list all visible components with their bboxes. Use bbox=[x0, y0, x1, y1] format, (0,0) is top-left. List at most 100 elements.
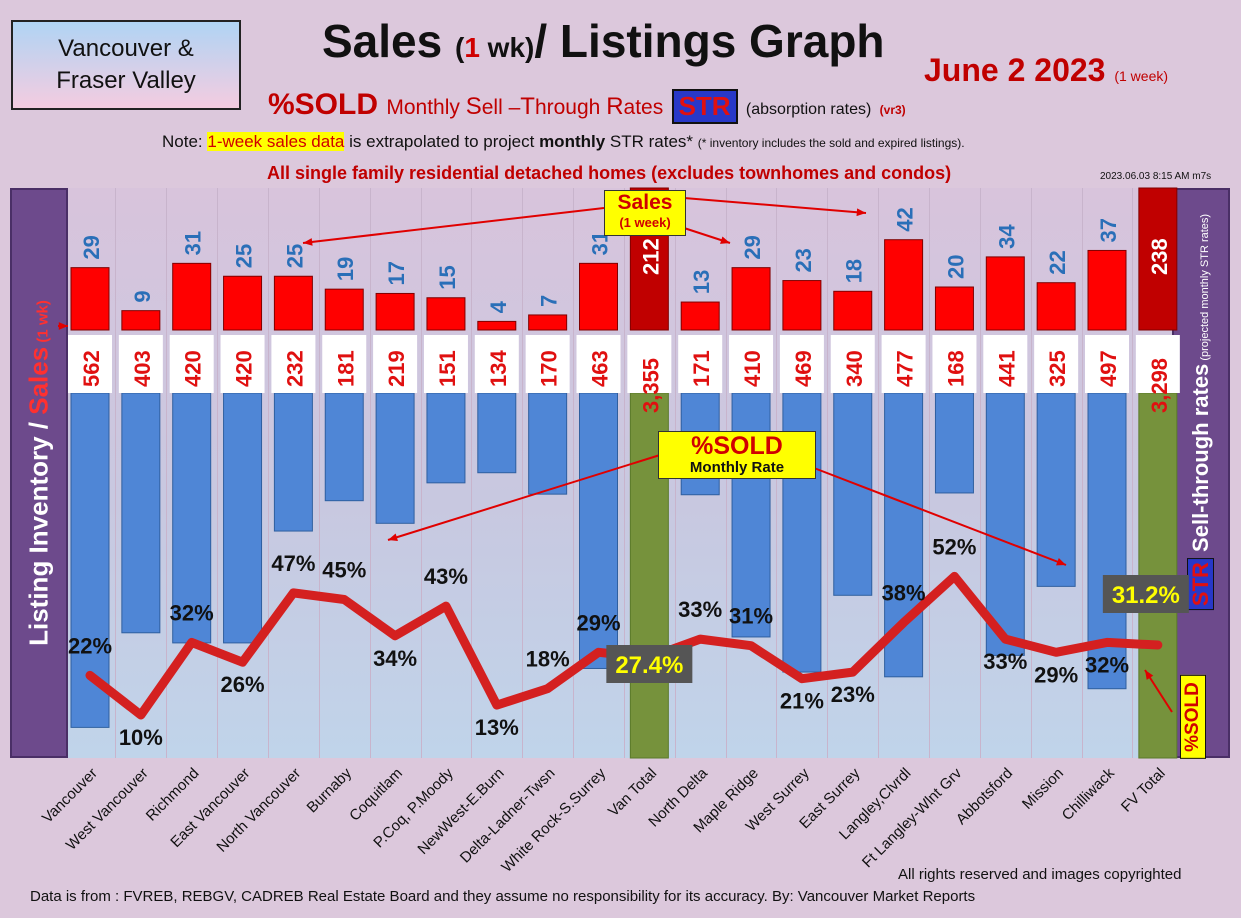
inventory-bar bbox=[579, 392, 618, 669]
inventory-bar bbox=[426, 392, 466, 484]
str-label: 34% bbox=[373, 646, 417, 671]
listing-label: 420 bbox=[181, 350, 206, 387]
sales-bar bbox=[884, 239, 924, 331]
grid-line bbox=[217, 188, 219, 758]
sales-label: 31 bbox=[181, 231, 206, 255]
sales-label: 15 bbox=[435, 265, 460, 289]
inventory-bar bbox=[1036, 392, 1076, 587]
sales-label: 23 bbox=[791, 248, 816, 272]
arrow-head bbox=[1145, 670, 1154, 680]
str-label: 38% bbox=[882, 581, 926, 606]
sales-label: 238 bbox=[1147, 238, 1172, 275]
timestamp: 2023.06.03 8:15 AM m7s bbox=[1100, 171, 1212, 182]
listing-label-bg bbox=[830, 335, 875, 393]
inventory-bar bbox=[884, 392, 924, 678]
inventory-bar bbox=[731, 392, 771, 638]
note-highlight: 1-week sales data bbox=[207, 132, 345, 151]
listing-label-bg bbox=[68, 335, 112, 393]
str-label: 33% bbox=[678, 597, 722, 622]
scope-note: All single family residential detached h… bbox=[267, 163, 952, 183]
title-duration: (1 wk) bbox=[455, 32, 534, 63]
listing-label: 340 bbox=[842, 350, 867, 387]
listing-label: 497 bbox=[1096, 350, 1121, 387]
grid-line bbox=[115, 188, 117, 758]
callout-arrow bbox=[683, 197, 867, 214]
sold-callout-sub: Monthly Rate bbox=[689, 459, 785, 476]
title-listings: / Listings Graph bbox=[534, 15, 885, 67]
x-tick-label: Mission bbox=[1019, 765, 1067, 813]
sales-bar bbox=[1087, 249, 1127, 331]
x-tick-label: Ft Langley-Wlnt Grv bbox=[859, 764, 966, 871]
grid-line bbox=[471, 188, 473, 758]
sales-label: 22 bbox=[1045, 250, 1070, 274]
sales-bar bbox=[833, 290, 873, 331]
listing-label: 463 bbox=[588, 350, 613, 387]
title-one: 1 bbox=[464, 32, 480, 63]
arrow-head bbox=[856, 208, 866, 217]
sales-label: 29 bbox=[740, 235, 765, 259]
sales-bar bbox=[731, 267, 771, 331]
str-label: 32% bbox=[1085, 652, 1129, 677]
inventory-bar bbox=[375, 392, 415, 524]
listing-label-bg bbox=[627, 335, 672, 393]
title-sales: Sales bbox=[322, 15, 443, 67]
sales-label: 9 bbox=[130, 290, 155, 302]
grid-line bbox=[979, 188, 981, 758]
subtitle-version: (vr3) bbox=[879, 103, 906, 117]
inventory-bar bbox=[172, 392, 212, 644]
inventory-bar bbox=[934, 392, 974, 494]
grid-line bbox=[1132, 188, 1134, 758]
inventory-bar bbox=[273, 392, 313, 532]
str-label: 29% bbox=[576, 610, 620, 635]
sales-label: 17 bbox=[384, 261, 409, 285]
sales-bar bbox=[985, 256, 1025, 331]
grid-line bbox=[369, 188, 371, 758]
callout-arrow bbox=[302, 207, 605, 244]
listing-label: 3,298 bbox=[1147, 358, 1172, 413]
listing-label-bg bbox=[983, 335, 1028, 393]
listing-label: 562 bbox=[79, 350, 104, 387]
x-tick-label: NewWest-E.Burn bbox=[414, 765, 507, 858]
grid-line bbox=[878, 188, 880, 758]
listing-label: 410 bbox=[740, 350, 765, 387]
subtitle-r: R bbox=[606, 93, 624, 120]
sales-bar bbox=[579, 262, 618, 331]
page-title: Sales (1 wk)/ Listings Graph bbox=[322, 14, 885, 68]
inventory-bar bbox=[223, 392, 263, 644]
listing-label: 232 bbox=[282, 350, 307, 387]
x-tick-label: FV Total bbox=[1118, 765, 1169, 816]
sales-bar bbox=[121, 310, 161, 331]
str-label: 22% bbox=[68, 633, 112, 658]
sales-label: 25 bbox=[232, 244, 257, 268]
grid-line bbox=[420, 188, 422, 758]
total-rate-box bbox=[1102, 575, 1189, 613]
listing-label: 403 bbox=[130, 350, 155, 387]
sales-bar bbox=[1036, 282, 1076, 331]
str-label: 33% bbox=[983, 649, 1027, 674]
subtitle: %SOLD Monthly Sell –Through Rates STR (a… bbox=[268, 88, 906, 124]
listing-label-bg bbox=[932, 335, 977, 393]
listing-label-bg bbox=[1135, 335, 1180, 393]
listing-label: 3,355 bbox=[638, 358, 663, 413]
date-suffix: (1 week) bbox=[1114, 68, 1169, 84]
subtitle-ates: ates bbox=[623, 96, 664, 119]
grid-line bbox=[623, 188, 625, 758]
listing-label-bg bbox=[220, 335, 265, 393]
listing-label-bg bbox=[169, 335, 214, 393]
x-tick-label: Burnaby bbox=[304, 764, 356, 816]
sales-bar bbox=[782, 280, 822, 331]
str-label: 10% bbox=[119, 725, 163, 750]
note-rest: STR rates* bbox=[605, 132, 698, 151]
listing-label-bg bbox=[576, 335, 621, 393]
sales-callout-title: Sales bbox=[617, 191, 673, 214]
grid-line bbox=[522, 188, 524, 758]
x-tick-label: Delta-Ladner-Twsn bbox=[457, 765, 559, 867]
grid-line bbox=[166, 188, 168, 758]
title-wk: wk) bbox=[479, 32, 535, 63]
subtitle-t: T bbox=[520, 93, 535, 120]
subtitle-absorption: (absorption rates) bbox=[745, 101, 872, 118]
listing-label: 151 bbox=[435, 350, 460, 387]
grid-line bbox=[929, 188, 931, 758]
grid-line bbox=[1030, 188, 1032, 758]
x-tick-label: Chilliwack bbox=[1059, 764, 1119, 824]
